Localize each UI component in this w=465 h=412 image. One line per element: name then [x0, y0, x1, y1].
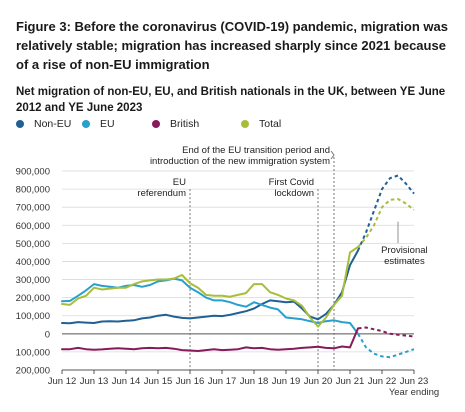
x-tick-label: Jun 18	[240, 376, 269, 387]
annotation-label: Provisional	[381, 245, 427, 256]
y-tick-label: 100,000	[16, 311, 50, 322]
legend-swatch	[16, 120, 24, 128]
y-tick-label: 200,000	[16, 366, 50, 377]
legend-item-british: British	[152, 117, 199, 131]
legend-label: EU	[100, 118, 115, 130]
x-tick-label: Jun 14	[112, 376, 141, 387]
series-line-non-eu-provisional	[357, 174, 415, 252]
y-tick-label: 300,000	[16, 275, 50, 286]
annotation-label: estimates	[384, 256, 425, 267]
legend-swatch	[241, 120, 249, 128]
annotation-pointer	[330, 150, 335, 160]
x-tick-label: Jun 17	[208, 376, 237, 387]
y-tick-label: 100,000	[16, 347, 50, 358]
y-tick-label: 600,000	[16, 221, 50, 232]
x-tick-label: Jun 13	[80, 376, 109, 387]
annotation-label: lockdown	[274, 188, 314, 199]
legend-item-eu: EU	[82, 117, 115, 131]
legend-label: Total	[259, 118, 282, 130]
y-tick-label: 200,000	[16, 293, 50, 304]
series-line-total	[61, 246, 359, 328]
y-tick-label: 0	[45, 329, 50, 340]
x-tick-label: Jun 15	[144, 376, 173, 387]
x-tick-label: Jun 12	[48, 376, 77, 387]
x-tick-label: Jun 20	[304, 376, 333, 387]
annotation-label: End of the EU transition period and	[182, 145, 330, 156]
x-tick-label: Jun 21	[336, 376, 365, 387]
y-tick-label: 500,000	[16, 239, 50, 250]
figure-title: Figure 3: Before the coronavirus (COVID-…	[16, 19, 448, 72]
legend-label: Non-EU	[34, 118, 72, 130]
x-tick-label: Jun 19	[272, 376, 301, 387]
y-tick-label: 900,000	[16, 167, 50, 178]
annotation-label: referendum	[137, 188, 186, 199]
annotation-label: introduction of the new immigration syst…	[150, 156, 330, 167]
x-tick-label: Jun 16	[176, 376, 205, 387]
legend-swatch	[82, 120, 90, 128]
y-tick-label: 700,000	[16, 203, 50, 214]
x-tick-label: Jun 23	[400, 376, 429, 387]
legend-item-total: Total	[241, 117, 281, 131]
x-axis-title: Year ending	[389, 387, 439, 398]
x-axis: Jun 12 Jun 13 Jun 14 Jun 15 Jun 16 Jun 17 Jun …	[48, 369, 429, 387]
y-tick-label: 800,000	[16, 185, 50, 196]
legend-swatch	[152, 120, 160, 128]
series-line-eu-provisional	[357, 333, 415, 359]
series-line-british	[61, 327, 359, 352]
figure-subtitle: Net migration of non-EU, EU, and British…	[16, 86, 446, 114]
x-tick-label: Jun 22	[368, 376, 397, 387]
annotation-label: EU	[173, 177, 186, 188]
annotation-label: First Covid	[269, 177, 314, 188]
chart-legend: Non-EU EU British Total	[16, 117, 446, 131]
legend-item-non-eu: Non-EU	[16, 117, 71, 131]
series-line-eu	[61, 277, 359, 335]
series-line-british-provisional	[357, 326, 415, 338]
y-tick-label: 400,000	[16, 257, 50, 268]
series-line-total-provisional	[357, 198, 415, 248]
legend-label: British	[170, 118, 200, 130]
